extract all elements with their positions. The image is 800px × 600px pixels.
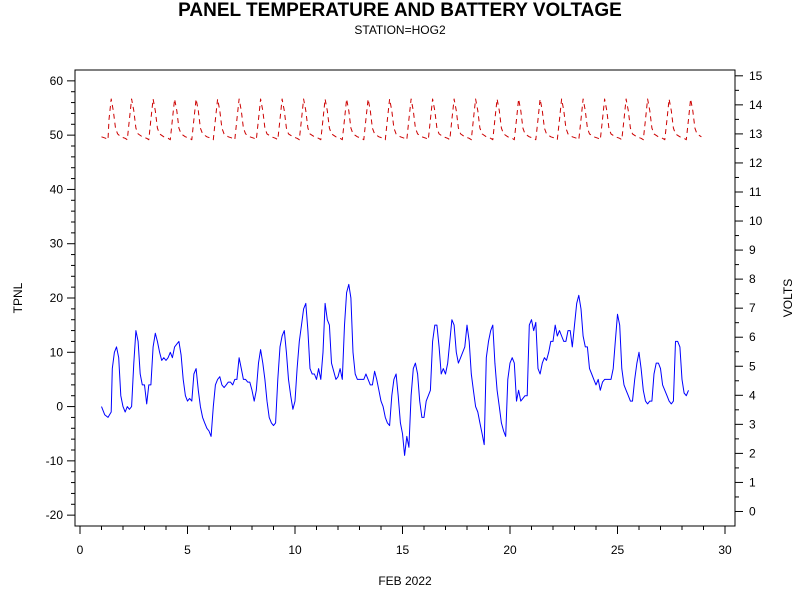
y-right-tick-label: 13 <box>749 127 763 141</box>
y-left-tick-label: 60 <box>50 74 64 88</box>
y-right-tick-label: 10 <box>749 214 763 228</box>
y-right-tick-label: 9 <box>749 243 756 257</box>
chart-title: PANEL TEMPERATURE AND BATTERY VOLTAGE <box>178 0 622 21</box>
y-right-tick-label: 5 <box>749 359 756 373</box>
y-right-tick-label: 2 <box>749 446 756 460</box>
battery-voltage-line <box>101 98 702 141</box>
plot-frame <box>74 69 736 527</box>
panel-temperature-line <box>101 283 689 456</box>
axes-layer: 0 5 10 15 20 25 30-20-100102030405060012345678… <box>46 69 763 557</box>
y-left-tick-label: 0 <box>56 400 63 414</box>
y-right-tick-label: 1 <box>749 475 756 489</box>
x-tick-label: 15 <box>396 543 410 557</box>
y-right-tick-label: 0 <box>749 504 756 518</box>
y-right-tick-label: 4 <box>749 388 756 402</box>
y-left-tick-label: 50 <box>50 128 64 142</box>
y-left-tick-label: 20 <box>50 291 64 305</box>
y-right-tick-label: 8 <box>749 272 756 286</box>
y-left-tick-label: 40 <box>50 182 64 196</box>
x-tick-label: 5 <box>184 543 191 557</box>
chart-subtitle: STATION=HOG2 <box>354 23 446 37</box>
y-right-tick-label: 14 <box>749 98 763 112</box>
x-tick-label: 25 <box>611 543 625 557</box>
y-right-tick-label: 11 <box>749 185 762 199</box>
y-right-tick-label: 3 <box>749 417 756 431</box>
x-tick-label: 30 <box>718 543 732 557</box>
x-tick-label: 20 <box>503 543 517 557</box>
y-right-tick-label: 7 <box>749 301 756 315</box>
y-left-tick-label: -10 <box>46 454 64 468</box>
x-axis-label: FEB 2022 <box>378 574 432 588</box>
y-left-tick-label: -20 <box>46 508 64 522</box>
y-axis-label-right: VOLTS <box>781 279 795 317</box>
y-right-tick-label: 12 <box>749 156 763 170</box>
x-tick-label: 10 <box>288 543 302 557</box>
y-right-tick-label: 15 <box>749 69 763 83</box>
series-layer <box>101 98 702 456</box>
y-axis-label-left: TPNL <box>11 282 25 313</box>
x-tick-label: 0 <box>77 543 84 557</box>
y-left-tick-label: 10 <box>50 345 64 359</box>
y-right-tick-label: 6 <box>749 330 756 344</box>
y-left-tick-label: 30 <box>50 237 64 251</box>
